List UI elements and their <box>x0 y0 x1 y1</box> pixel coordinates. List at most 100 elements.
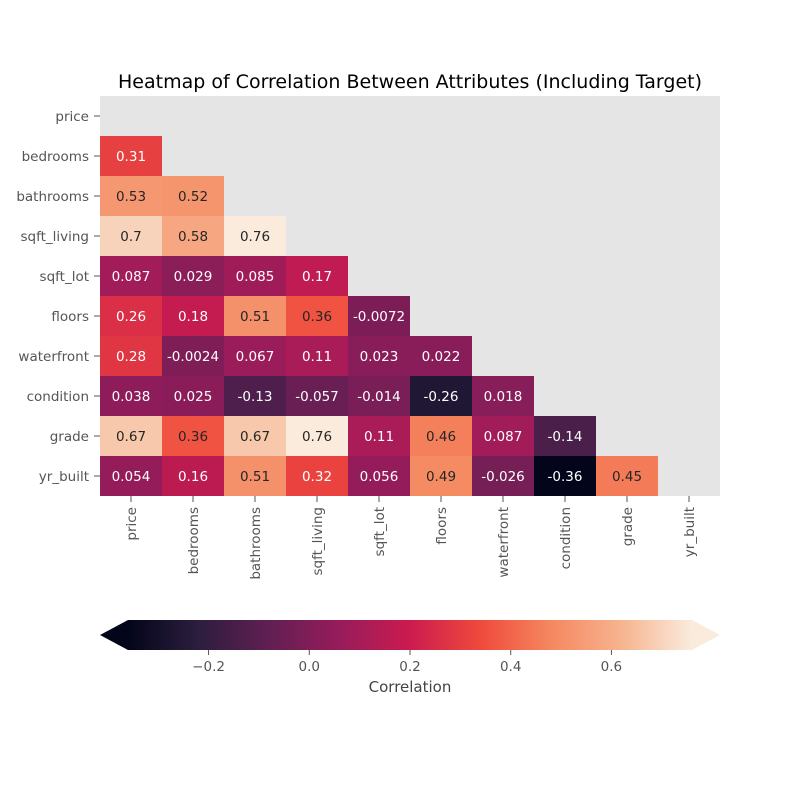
heatmap-cell-yr_built-waterfront <box>472 456 534 496</box>
heatmap-cell-label: 0.022 <box>422 349 461 365</box>
heatmap-cell-label: 0.26 <box>116 309 146 325</box>
y-axis-tick-label: sqft_living <box>20 229 89 245</box>
heatmap-cell-floors-bathrooms <box>224 296 286 336</box>
heatmap-cell-yr_built-grade <box>596 456 658 496</box>
heatmap-cell-label: -0.13 <box>238 389 273 405</box>
heatmap-cell-grade-bedrooms <box>162 416 224 456</box>
y-axis-tick-labels: price bedrooms bathrooms sqft_living sqft_lo… <box>16 109 100 485</box>
colorbar-tick-label: 0.2 <box>399 659 420 675</box>
heatmap-cell-label: 0.67 <box>116 429 146 445</box>
heatmap-cell-waterfront-bathrooms <box>224 336 286 376</box>
heatmap-cell-yr_built-bedrooms <box>162 456 224 496</box>
heatmap-cell-label: -0.0072 <box>353 309 405 325</box>
heatmap-cell-condition-sqft_living <box>286 376 348 416</box>
heatmap-cell-waterfront-price <box>100 336 162 376</box>
heatmap-cell-grade-condition <box>534 416 596 456</box>
heatmap-cell-label: 0.7 <box>120 229 141 245</box>
heatmap-cell-yr_built-floors <box>410 456 472 496</box>
heatmap-cell-label: 0.76 <box>240 229 270 245</box>
x-axis-tick-label: bathrooms <box>248 507 264 580</box>
heatmap-cell-label: 0.51 <box>240 309 270 325</box>
heatmap-cell-label: 0.087 <box>484 429 523 445</box>
heatmap-cell-label: 0.018 <box>484 389 523 405</box>
heatmap-cell-label: 0.17 <box>302 269 332 285</box>
colorbar-label: Correlation <box>369 678 452 696</box>
x-axis-tick-label: yr_built <box>682 507 698 557</box>
heatmap-cell-waterfront-sqft_living <box>286 336 348 376</box>
heatmap-cell-label: -0.057 <box>295 389 339 405</box>
heatmap-cell-label: -0.36 <box>548 469 583 485</box>
heatmap-cell-label: 0.76 <box>302 429 332 445</box>
x-axis-tick-label: bedrooms <box>186 507 202 574</box>
heatmap-cell-yr_built-condition <box>534 456 596 496</box>
y-axis-tick-label: price <box>55 109 89 125</box>
heatmap-cell-label: 0.18 <box>178 309 208 325</box>
heatmap-cell-label: 0.056 <box>360 469 399 485</box>
heatmap-cell-label: 0.085 <box>236 269 275 285</box>
heatmap-cell-label: -0.26 <box>424 389 459 405</box>
heatmap-cell-label: 0.16 <box>178 469 208 485</box>
heatmap-cell-floors-bedrooms <box>162 296 224 336</box>
heatmap-cell-floors-sqft_living <box>286 296 348 336</box>
x-axis-tick-label: waterfront <box>496 507 512 578</box>
x-axis-tick-labels: price bedrooms bathrooms sqft_living sqft_lo… <box>124 496 698 580</box>
heatmap-cell-label: -0.014 <box>357 389 401 405</box>
colorbar-extend-max <box>692 620 720 650</box>
heatmap-cell-label: 0.51 <box>240 469 270 485</box>
heatmap-cell-label: 0.52 <box>178 189 208 205</box>
heatmap-cell-label: 0.28 <box>116 349 146 365</box>
colorbar-gradient <box>128 620 692 650</box>
y-axis-tick-label: grade <box>50 429 89 445</box>
colorbar-tick-label: 0.6 <box>601 659 622 675</box>
heatmap-cell-yr_built-sqft_lot <box>348 456 410 496</box>
heatmap-cell-condition-sqft_lot <box>348 376 410 416</box>
heatmap-cell-label: 0.36 <box>302 309 332 325</box>
heatmap-cell-sqft_living-bathrooms <box>224 216 286 256</box>
heatmap-cell-yr_built-bathrooms <box>224 456 286 496</box>
heatmap-cell-sqft_lot-bedrooms <box>162 256 224 296</box>
heatmap-cells: 0.31 0.53 0.52 0.7 0.58 0.76 0.087 0.029 0.085 0.… <box>100 136 658 496</box>
heatmap-cell-label: 0.49 <box>426 469 456 485</box>
heatmap-cell-label: 0.067 <box>236 349 275 365</box>
heatmap-cell-condition-price <box>100 376 162 416</box>
heatmap-cell-waterfront-bedrooms <box>162 336 224 376</box>
heatmap-cell-label: 0.087 <box>112 269 151 285</box>
colorbar-tick-label: −0.2 <box>192 659 225 675</box>
heatmap-cell-bathrooms-bedrooms <box>162 176 224 216</box>
colorbar-ticks: −0.2 0.0 0.2 0.4 0.6 <box>192 650 622 675</box>
heatmap-cell-label: -0.026 <box>481 469 525 485</box>
colorbar-extend-min <box>100 620 128 650</box>
heatmap-cell-grade-bathrooms <box>224 416 286 456</box>
x-axis-tick-label: sqft_living <box>310 507 326 576</box>
y-axis-tick-label: bathrooms <box>16 189 89 205</box>
heatmap-cell-label: 0.58 <box>178 229 208 245</box>
x-axis-tick-label: grade <box>620 507 636 546</box>
heatmap-cell-yr_built-price <box>100 456 162 496</box>
heatmap-cell-condition-waterfront <box>472 376 534 416</box>
heatmap-cell-label: 0.023 <box>360 349 399 365</box>
heatmap-cell-grade-floors <box>410 416 472 456</box>
x-axis-tick-label: sqft_lot <box>372 507 388 556</box>
heatmap-cell-waterfront-floors <box>410 336 472 376</box>
colorbar-tick-label: 0.4 <box>500 659 521 675</box>
heatmap-cell-label: 0.45 <box>612 469 642 485</box>
y-axis-tick-label: waterfront <box>18 349 89 365</box>
heatmap-cell-grade-waterfront <box>472 416 534 456</box>
heatmap-cell-bedrooms-price <box>100 136 162 176</box>
heatmap-cell-label: 0.025 <box>174 389 213 405</box>
heatmap-cell-sqft_lot-bathrooms <box>224 256 286 296</box>
heatmap-cell-label: 0.31 <box>116 149 146 165</box>
heatmap-cell-bathrooms-price <box>100 176 162 216</box>
heatmap-cell-label: 0.029 <box>174 269 213 285</box>
heatmap-cell-label: 0.46 <box>426 429 456 445</box>
heatmap-cell-label: 0.11 <box>302 349 332 365</box>
heatmap-cell-sqft_living-price <box>100 216 162 256</box>
colorbar-tick-label: 0.0 <box>299 659 320 675</box>
y-axis-tick-label: floors <box>51 309 89 325</box>
heatmap-cell-label: 0.36 <box>178 429 208 445</box>
heatmap-cell-label: 0.32 <box>302 469 332 485</box>
chart-title: Heatmap of Correlation Between Attribute… <box>118 71 702 93</box>
heatmap-cell-label: 0.054 <box>112 469 151 485</box>
heatmap-cell-label: -0.14 <box>548 429 583 445</box>
